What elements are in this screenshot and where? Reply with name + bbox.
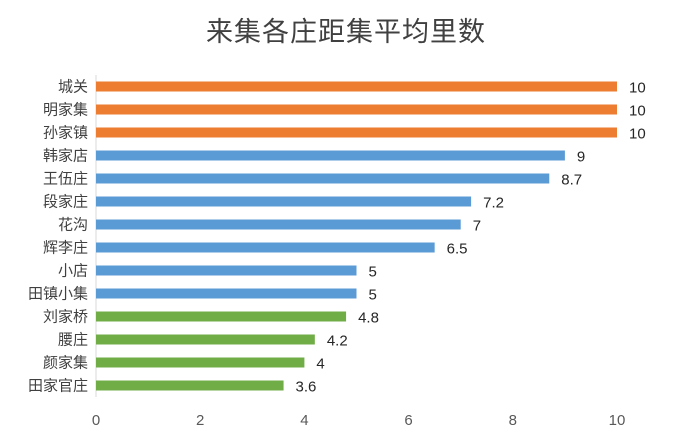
bar-13 [96, 380, 284, 391]
bar-11 [96, 334, 315, 345]
x-tick-label-5: 10 [609, 412, 626, 429]
data-label-3: 9 [577, 149, 585, 166]
bar-2 [96, 127, 617, 138]
category-label-9: 田镇小集 [28, 285, 88, 303]
category-label-11: 腰庄 [58, 331, 88, 349]
bar-3 [96, 150, 565, 161]
data-label-9: 5 [369, 287, 377, 304]
data-label-1: 10 [629, 103, 646, 120]
x-tick-label-1: 2 [196, 412, 204, 429]
x-tick-label-2: 4 [300, 412, 308, 429]
data-label-12: 4 [316, 356, 324, 373]
category-label-12: 颜家集 [43, 354, 88, 372]
data-label-4: 8.7 [561, 172, 582, 189]
category-label-8: 小店 [58, 262, 88, 280]
data-label-2: 10 [629, 126, 646, 143]
category-label-4: 王伍庄 [43, 170, 88, 188]
bar-7 [96, 242, 435, 253]
bar-4 [96, 173, 550, 184]
data-label-7: 6.5 [447, 241, 468, 258]
bar-0 [96, 81, 617, 92]
data-label-11: 4.2 [327, 333, 348, 350]
category-label-2: 孙家镇 [43, 124, 88, 142]
category-label-0: 城关 [58, 78, 88, 96]
category-label-7: 辉李庄 [43, 239, 88, 257]
category-label-13: 田家官庄 [28, 377, 88, 395]
data-label-6: 7 [473, 218, 481, 235]
data-label-5: 7.2 [483, 195, 504, 212]
category-label-6: 花沟 [58, 216, 88, 234]
chart-title: 来集各庄距集平均里数 [206, 17, 486, 48]
bar-12 [96, 357, 305, 368]
bar-10 [96, 311, 347, 322]
x-tick-label-0: 0 [92, 412, 100, 429]
category-label-10: 刘家桥 [43, 308, 88, 326]
data-label-8: 5 [369, 264, 377, 281]
category-label-1: 明家集 [43, 101, 88, 119]
bar-5 [96, 196, 472, 207]
bar-8 [96, 265, 357, 276]
data-label-0: 10 [629, 80, 646, 97]
category-label-3: 韩家店 [43, 147, 88, 165]
category-label-5: 段家庄 [43, 193, 88, 211]
data-label-13: 3.6 [296, 379, 317, 396]
x-tick-label-4: 8 [509, 412, 517, 429]
bar-6 [96, 219, 461, 230]
bar-9 [96, 288, 357, 299]
data-label-10: 4.8 [358, 310, 379, 327]
x-tick-label-3: 6 [404, 412, 412, 429]
bar-1 [96, 104, 617, 115]
